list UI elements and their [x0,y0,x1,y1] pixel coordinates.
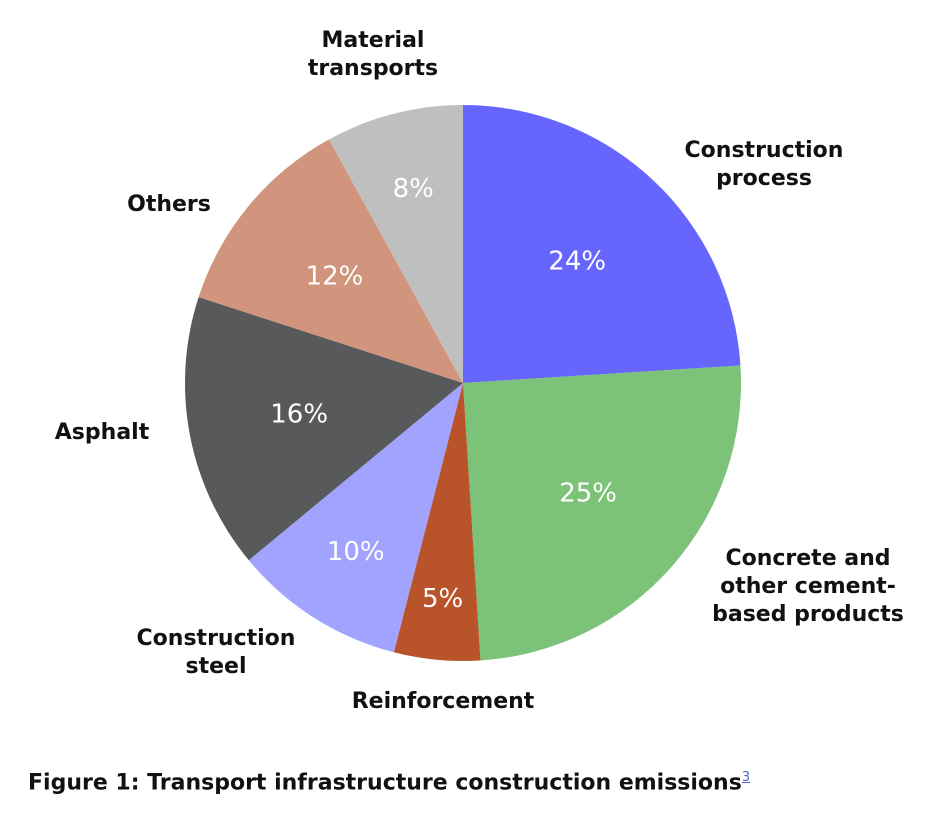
slice-category-label: Asphalt [55,420,150,445]
pie-slice [329,105,463,383]
pie-slices [184,105,741,661]
slice-percentage-label: 5% [422,584,463,614]
slice-category-label: Others [127,192,211,217]
figure-title: Figure 1: Transport infrastructure const… [28,770,742,796]
pie-slice [463,365,741,661]
pie-slice [248,383,463,653]
category-labels: Construction process Concrete and other cem… [55,28,904,714]
slice-category-label: Material transports [308,28,438,81]
slice-percentage-label: 24% [548,246,606,276]
slice-percentage-label: 10% [327,537,385,567]
slice-category-label: Reinforcement [352,689,535,714]
slice-category-label: Concrete and other cement-based products [712,546,904,627]
slice-category-label: Construction process [685,138,844,191]
pie-slice [198,139,463,383]
slice-category-label: Construction steel [137,626,296,679]
pie-chart: 24%25%5%10%16%12%8% Construction processC… [55,28,904,714]
pie-slice [393,383,481,661]
percentage-labels: 24% 25% 5% 10% 16% 12% 8% [270,174,617,614]
slice-percentage-label: 8% [393,174,434,204]
slice-percentage-label: 25% [559,478,617,508]
footnote-reference-link[interactable]: 3 [741,770,751,785]
figure-caption: Figure 1: Transport infrastructure const… [28,770,750,795]
pie-slice [184,297,463,561]
pie-slice [463,105,741,383]
slice-percentage-label: 16% [270,399,328,429]
slice-percentage-label: 12% [306,262,364,292]
